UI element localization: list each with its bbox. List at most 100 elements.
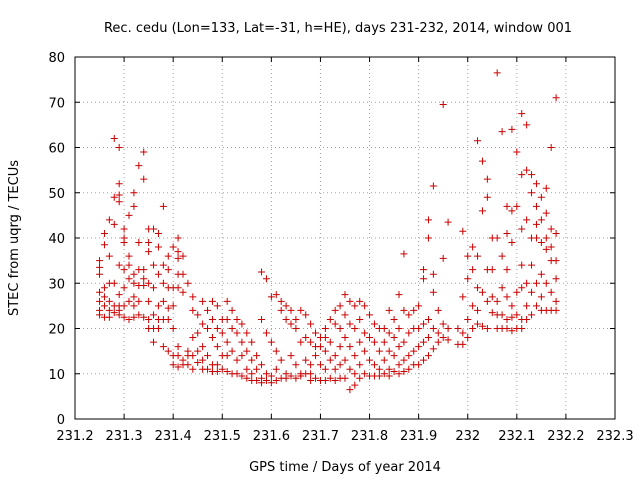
data-point bbox=[395, 361, 403, 369]
y-tick-label: 80 bbox=[48, 51, 65, 66]
data-point bbox=[356, 361, 364, 369]
data-point bbox=[150, 338, 158, 346]
data-point bbox=[395, 343, 403, 351]
data-point bbox=[346, 386, 354, 394]
data-point bbox=[351, 302, 359, 310]
data-point bbox=[159, 261, 167, 269]
y-axis-label: STEC from uqrg / TECUs bbox=[7, 160, 22, 316]
data-point bbox=[253, 365, 261, 373]
data-point bbox=[537, 216, 545, 224]
data-point bbox=[405, 329, 413, 337]
data-point bbox=[380, 370, 388, 378]
data-point bbox=[258, 379, 266, 387]
data-point bbox=[518, 225, 526, 233]
data-point bbox=[513, 288, 521, 296]
data-point bbox=[395, 325, 403, 332]
data-point bbox=[464, 275, 472, 283]
data-point bbox=[159, 297, 167, 305]
data-point bbox=[508, 313, 516, 321]
data-point bbox=[370, 361, 378, 369]
data-point bbox=[415, 302, 423, 310]
data-point bbox=[424, 234, 432, 242]
data-point bbox=[532, 180, 540, 188]
data-point bbox=[513, 202, 521, 210]
data-point bbox=[135, 311, 143, 319]
data-point bbox=[528, 311, 536, 319]
data-point bbox=[145, 239, 153, 247]
data-point bbox=[125, 315, 133, 323]
data-point bbox=[370, 320, 378, 328]
data-point bbox=[258, 315, 266, 323]
data-point bbox=[385, 347, 393, 355]
x-tick-label: 231.4 bbox=[155, 429, 192, 444]
data-point bbox=[312, 329, 320, 337]
data-point bbox=[547, 144, 555, 151]
data-point bbox=[361, 329, 369, 337]
data-point bbox=[474, 320, 482, 328]
data-point bbox=[346, 320, 354, 328]
data-point bbox=[331, 377, 339, 385]
data-point bbox=[508, 207, 516, 215]
data-point bbox=[493, 234, 501, 242]
data-point bbox=[321, 325, 329, 332]
x-tick-label: 231.9 bbox=[400, 429, 437, 444]
data-point bbox=[523, 315, 531, 323]
data-points bbox=[96, 69, 560, 394]
data-point bbox=[110, 220, 118, 228]
data-point bbox=[213, 325, 221, 332]
data-point bbox=[258, 361, 266, 369]
data-point bbox=[542, 184, 550, 192]
data-point bbox=[424, 352, 432, 360]
data-point bbox=[370, 338, 378, 346]
data-point bbox=[532, 220, 540, 228]
y-tick-label: 60 bbox=[48, 142, 65, 157]
data-point bbox=[125, 275, 133, 283]
data-point bbox=[130, 302, 138, 310]
data-point bbox=[400, 356, 408, 364]
data-point bbox=[154, 302, 162, 310]
data-point bbox=[96, 257, 104, 265]
data-point bbox=[513, 148, 521, 156]
data-point bbox=[100, 302, 108, 310]
data-point bbox=[282, 302, 290, 310]
data-point bbox=[130, 293, 138, 301]
data-point bbox=[537, 239, 545, 247]
data-point bbox=[115, 291, 123, 299]
data-point bbox=[498, 311, 506, 319]
data-point bbox=[262, 370, 270, 378]
data-point bbox=[204, 306, 212, 314]
data-point bbox=[130, 189, 138, 197]
data-point bbox=[503, 202, 511, 210]
data-point bbox=[547, 288, 555, 296]
data-point bbox=[508, 302, 516, 310]
data-point bbox=[105, 252, 113, 260]
data-point bbox=[169, 325, 177, 332]
data-point bbox=[444, 325, 452, 332]
data-point bbox=[125, 211, 133, 219]
data-point bbox=[459, 227, 467, 235]
data-point bbox=[135, 297, 143, 305]
data-point bbox=[439, 254, 447, 262]
data-point bbox=[223, 352, 231, 360]
data-point bbox=[96, 288, 104, 296]
data-point bbox=[307, 377, 315, 385]
data-point bbox=[115, 144, 123, 151]
data-point bbox=[547, 225, 555, 233]
data-point bbox=[375, 372, 383, 380]
data-point bbox=[420, 320, 428, 328]
data-point bbox=[100, 229, 108, 237]
data-point bbox=[537, 193, 545, 201]
data-point bbox=[518, 261, 526, 269]
data-point bbox=[154, 270, 162, 278]
data-point bbox=[262, 329, 270, 337]
data-point bbox=[199, 320, 207, 328]
data-point bbox=[130, 202, 138, 210]
data-point bbox=[424, 315, 432, 323]
data-point bbox=[488, 266, 496, 274]
data-point bbox=[140, 266, 148, 274]
data-point bbox=[518, 171, 526, 179]
data-point bbox=[262, 275, 270, 283]
data-point bbox=[110, 193, 118, 201]
data-point bbox=[258, 268, 266, 276]
data-point bbox=[150, 261, 158, 269]
